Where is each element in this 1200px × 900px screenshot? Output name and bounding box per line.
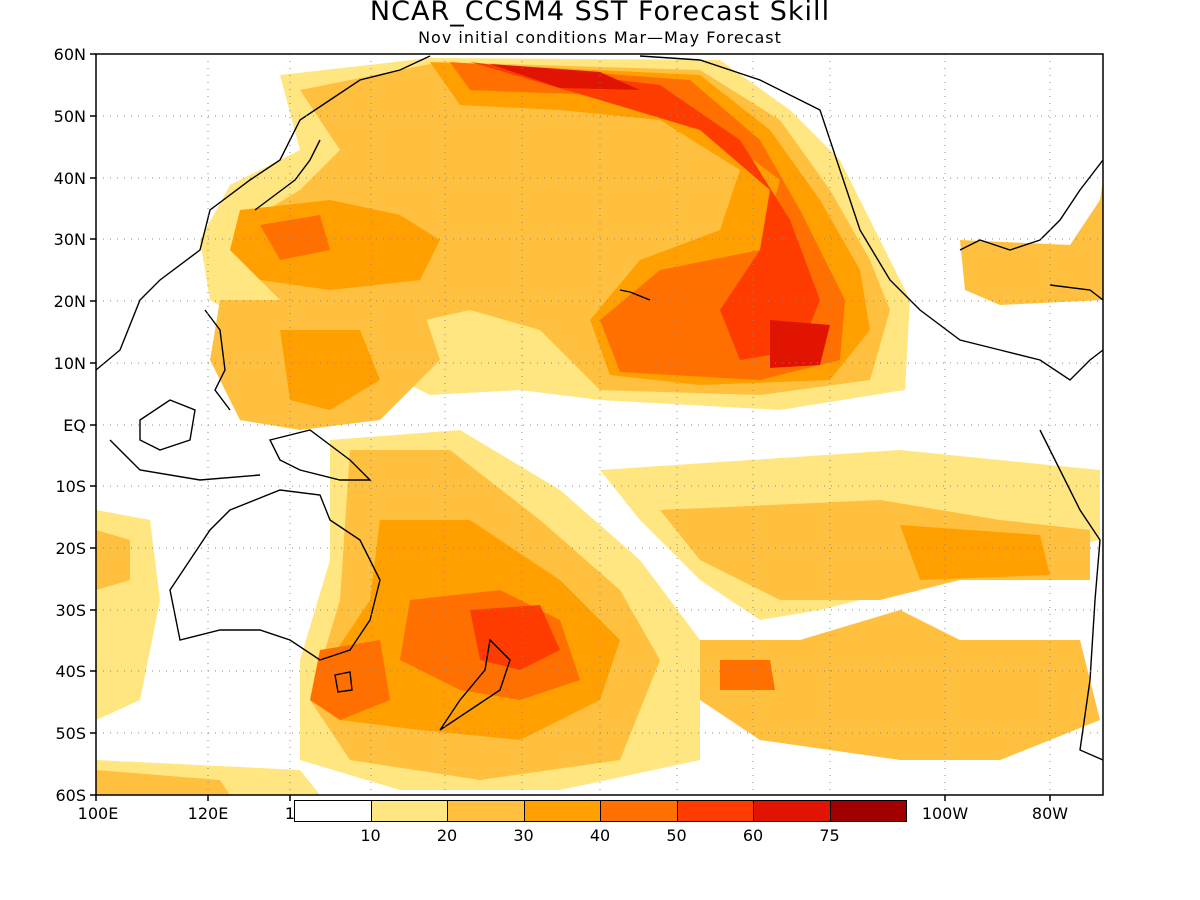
skill-region-kuroshio-40 (260, 215, 330, 260)
axis-ticks (90, 53, 1051, 801)
coast-sumatra-java (109, 439, 261, 481)
colorbar-tick-label: 75 (819, 826, 840, 845)
lat-label: 30S (55, 601, 86, 620)
coast-tasmania (334, 671, 353, 693)
coast-japan (254, 139, 321, 211)
colorbar-box (447, 800, 525, 822)
lon-label: 80W (1031, 804, 1069, 823)
skill-region-north-pacific-60 (490, 64, 830, 368)
lat-label: 30N (53, 230, 86, 249)
lon-label: 100E (77, 804, 119, 823)
lat-label: 40N (53, 169, 86, 188)
skill-region-southeast-pacific-40 (720, 660, 775, 690)
coast-borneo (139, 399, 196, 451)
lat-label: 20S (55, 539, 86, 558)
lat-label: 50S (55, 724, 86, 743)
lat-label: 10N (53, 354, 86, 373)
skill-region-south-indian (96, 510, 320, 795)
coast-australia (169, 489, 381, 661)
skill-region-gulf-atlantic (960, 180, 1103, 305)
lat-label: 10S (55, 477, 86, 496)
coastlines (96, 55, 1103, 761)
map-title: NCAR_CCSM4 SST Forecast Skill (369, 0, 831, 27)
coast-gulf (959, 159, 1103, 251)
colorbar-box (523, 800, 601, 822)
colorbar-tick-label: 10 (360, 826, 381, 845)
coast-asia (96, 55, 431, 371)
skill-region-southeast-pacific (700, 610, 1100, 760)
colorbar (294, 800, 907, 822)
coast-north-america (639, 55, 1103, 381)
colorbar-tick-label: 20 (436, 826, 458, 845)
skill-region-north-pacific-50 (470, 62, 820, 360)
colorbar-tick-label: 40 (589, 826, 611, 845)
colorbar-box (753, 800, 831, 822)
colorbar-box (600, 800, 678, 822)
lon-label: 120E (187, 804, 229, 823)
lat-label: EQ (63, 416, 86, 435)
colorbar-box (294, 800, 372, 822)
coast-philippines (204, 309, 231, 411)
lon-label: 100W (921, 804, 969, 823)
lat-label: 60S (55, 786, 86, 805)
lat-label: 60N (53, 45, 86, 64)
colorbar-box (829, 800, 907, 822)
lat-label: 50N (53, 107, 86, 126)
lon-label: 1 (284, 804, 296, 823)
skill-region-sw-pacific-50 (470, 605, 560, 670)
colorbar-tick-label: 30 (513, 826, 534, 845)
skill-region-south-indian-20 (96, 530, 230, 795)
colorbar-tick-label: 50 (666, 826, 687, 845)
colorbar-tick-label: 60 (742, 826, 764, 845)
lat-label: 40S (55, 662, 86, 681)
skill-region-south-pacific-band-30 (900, 525, 1050, 580)
coast-cuba (1049, 284, 1103, 301)
coast-south-america (1039, 429, 1103, 761)
map-subtitle: Nov initial conditions Mar—May Forecast (418, 28, 782, 47)
colorbar-box (370, 800, 448, 822)
coast-hawaii (619, 289, 651, 301)
colorbar-box (676, 800, 754, 822)
skill-fill-layer (96, 58, 1103, 795)
coast-newzealand (439, 638, 511, 731)
coast-newguinea (268, 429, 372, 481)
skill-region-west-pacific-30 (280, 330, 380, 410)
lat-label: 20N (53, 292, 86, 311)
